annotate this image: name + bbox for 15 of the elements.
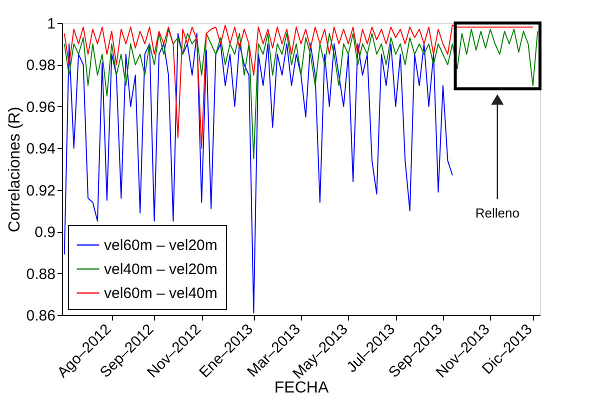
y-tick-label: 0.9 — [34, 224, 56, 242]
x-axis-title: FECHA — [274, 380, 329, 397]
y-tick-label: 0.98 — [26, 57, 56, 74]
y-tick-label: 0.92 — [26, 182, 56, 200]
annotation: Relleno — [475, 206, 520, 221]
y-tick-label: 0.86 — [26, 308, 56, 324]
legend-label: vel60m – vel20m — [104, 237, 218, 254]
y-axis-title: Correlaciones (R) — [6, 106, 24, 232]
y-tick-label: 1 — [47, 16, 56, 32]
y-tick-label: 0.94 — [26, 140, 56, 158]
legend-label: vel60m – vel40m — [104, 285, 218, 302]
line-series — [64, 32, 453, 314]
legend-label: vel40m – vel20m — [104, 261, 218, 278]
y-tick-label: 0.88 — [26, 266, 56, 283]
y-tick-label: 0.96 — [26, 98, 56, 116]
